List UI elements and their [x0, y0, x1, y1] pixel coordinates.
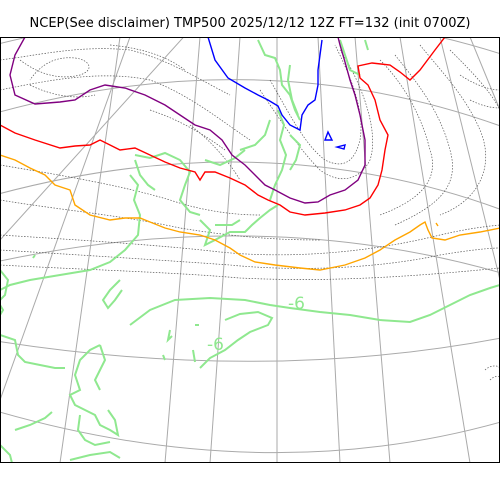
map-frame — [0, 37, 500, 463]
red-contour — [0, 37, 446, 216]
latitude-lines — [0, 37, 500, 454]
contour-label: -6 — [288, 294, 305, 314]
purple-contour — [9, 37, 366, 204]
blue-contour — [207, 37, 346, 150]
dotted-contours — [0, 44, 500, 381]
meridian-lines — [0, 37, 500, 463]
contour-label: -6 — [207, 335, 224, 355]
orange-contour — [0, 154, 500, 271]
map-title: NCEP(See disclaimer) TMP500 2025/12/12 1… — [29, 16, 471, 31]
